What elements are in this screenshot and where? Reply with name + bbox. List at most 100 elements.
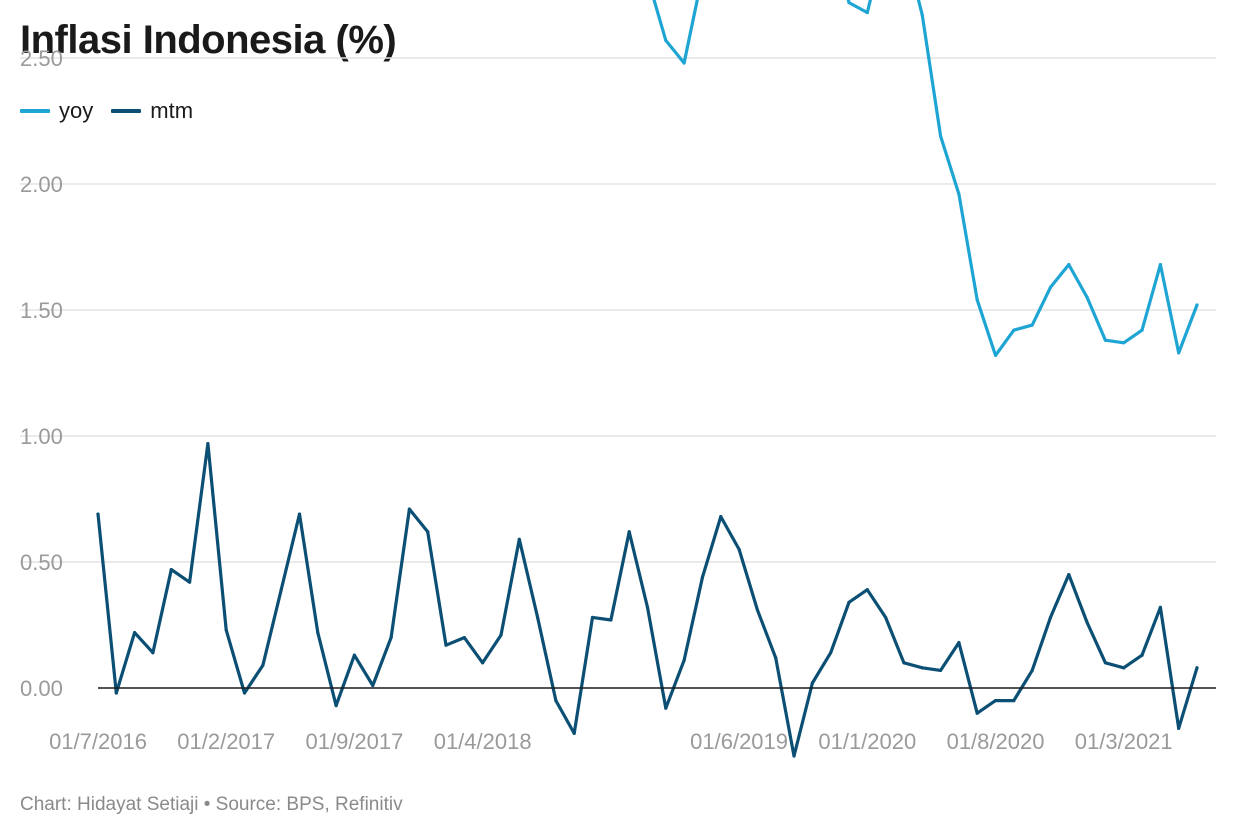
series-points-yoy <box>664 0 1199 357</box>
y-tick-label: 1.50 <box>20 298 63 323</box>
data-point-mtm <box>352 653 357 657</box>
data-point-yoy <box>1103 338 1108 342</box>
data-point-mtm <box>938 668 943 672</box>
legend-item-mtm: mtm <box>111 98 193 124</box>
data-point-mtm <box>389 636 393 640</box>
series-line-mtm <box>96 442 1199 758</box>
data-point-mtm <box>133 630 137 635</box>
y-grid: 0.000.501.001.502.002.503.003.504.00 <box>20 46 1216 701</box>
data-point-mtm <box>572 731 576 735</box>
y-tick-label: 0.50 <box>20 550 63 575</box>
data-point-yoy <box>1012 328 1016 332</box>
data-point-mtm <box>242 691 247 695</box>
data-point-mtm <box>645 605 650 609</box>
data-point-mtm <box>1177 726 1181 730</box>
legend-swatch-yoy <box>20 109 50 113</box>
data-point-mtm <box>334 704 338 708</box>
data-point-yoy <box>938 134 943 138</box>
data-point-yoy <box>1158 263 1162 267</box>
data-point-mtm <box>829 651 833 655</box>
data-point-yoy <box>1140 328 1144 332</box>
data-point-mtm <box>755 608 760 612</box>
data-point-mtm <box>792 754 796 758</box>
x-tick-label: 01/2/2017 <box>177 729 275 754</box>
data-point-mtm <box>627 530 631 534</box>
y-tick-label: 2.50 <box>20 46 63 71</box>
data-point-yoy <box>664 38 668 42</box>
series-points-mtm <box>96 441 1199 758</box>
data-point-mtm <box>975 711 979 715</box>
x-tick-label: 01/9/2017 <box>305 729 403 754</box>
data-point-yoy <box>847 0 851 5</box>
chart-footer: Chart: Hidayat Setiaji • Source: BPS, Re… <box>20 794 403 815</box>
data-point-mtm <box>206 441 210 446</box>
x-tick-label: 01/4/2018 <box>434 729 532 754</box>
data-point-yoy <box>920 13 924 17</box>
data-point-mtm <box>682 658 686 662</box>
data-point-mtm <box>1030 668 1034 672</box>
y-tick-label: 2.00 <box>20 172 63 197</box>
legend-label-mtm: mtm <box>150 98 194 123</box>
data-point-mtm <box>1085 620 1089 625</box>
data-point-mtm <box>1195 666 1199 670</box>
data-point-mtm <box>847 600 851 604</box>
legend-swatch-mtm <box>111 109 142 113</box>
data-point-mtm <box>517 537 521 541</box>
data-point-mtm <box>444 643 448 647</box>
data-point-mtm <box>151 651 155 655</box>
data-point-mtm <box>664 706 668 710</box>
x-tick-label: 01/7/2016 <box>49 729 147 754</box>
data-point-mtm <box>462 636 466 640</box>
data-point-mtm <box>426 530 430 534</box>
x-tick-label: 01/1/2020 <box>818 729 916 754</box>
data-point-mtm <box>920 666 924 670</box>
data-point-mtm <box>957 641 961 645</box>
data-point-mtm <box>279 588 283 592</box>
data-point-mtm <box>169 567 173 572</box>
data-point-mtm <box>1012 699 1016 703</box>
legend-item-yoy: yoy <box>20 98 93 124</box>
data-point-yoy <box>1085 295 1089 299</box>
data-point-mtm <box>1122 666 1126 670</box>
chart-title: Inflasi Indonesia (%) <box>20 18 397 62</box>
data-point-yoy <box>1122 341 1126 345</box>
data-point-mtm <box>700 575 705 579</box>
data-point-mtm <box>590 615 595 620</box>
data-point-yoy <box>1048 285 1053 289</box>
data-point-yoy <box>993 353 998 357</box>
data-point-mtm <box>224 628 228 632</box>
data-point-mtm <box>316 630 320 635</box>
series-line-yoy <box>652 0 1199 357</box>
data-point-yoy <box>975 298 979 302</box>
data-point-mtm <box>810 681 814 685</box>
data-point-mtm <box>737 547 741 552</box>
data-point-mtm <box>1067 573 1071 577</box>
data-point-mtm <box>993 699 998 703</box>
data-point-mtm <box>407 507 411 511</box>
data-point-mtm <box>609 618 613 622</box>
data-point-mtm <box>1158 605 1162 609</box>
data-point-mtm <box>297 512 302 516</box>
line-chart: 0.000.501.001.502.002.503.003.504.0001/7… <box>20 0 1216 758</box>
x-tick-label: 01/3/2021 <box>1075 729 1173 754</box>
data-point-mtm <box>536 615 540 620</box>
data-point-yoy <box>1067 263 1071 267</box>
y-tick-label: 1.00 <box>20 424 63 449</box>
data-point-mtm <box>499 633 503 637</box>
data-point-mtm <box>371 683 375 688</box>
data-point-yoy <box>957 192 961 196</box>
data-point-yoy <box>1177 351 1181 355</box>
data-point-yoy <box>1030 323 1034 327</box>
data-point-mtm <box>1140 653 1144 657</box>
y-tick-label: 0.00 <box>20 676 63 701</box>
data-point-mtm <box>554 699 558 703</box>
data-point-mtm <box>719 515 723 519</box>
data-point-mtm <box>884 615 888 620</box>
data-point-mtm <box>1103 661 1108 665</box>
legend: yoy mtm <box>20 98 211 124</box>
x-axis: 01/7/2016 01/2/2017 01/9/2017 01/4/2018 01/6… <box>49 729 1173 754</box>
data-point-mtm <box>902 661 906 665</box>
data-point-yoy <box>865 11 869 15</box>
data-point-mtm <box>1048 615 1053 620</box>
data-point-mtm <box>187 580 192 584</box>
